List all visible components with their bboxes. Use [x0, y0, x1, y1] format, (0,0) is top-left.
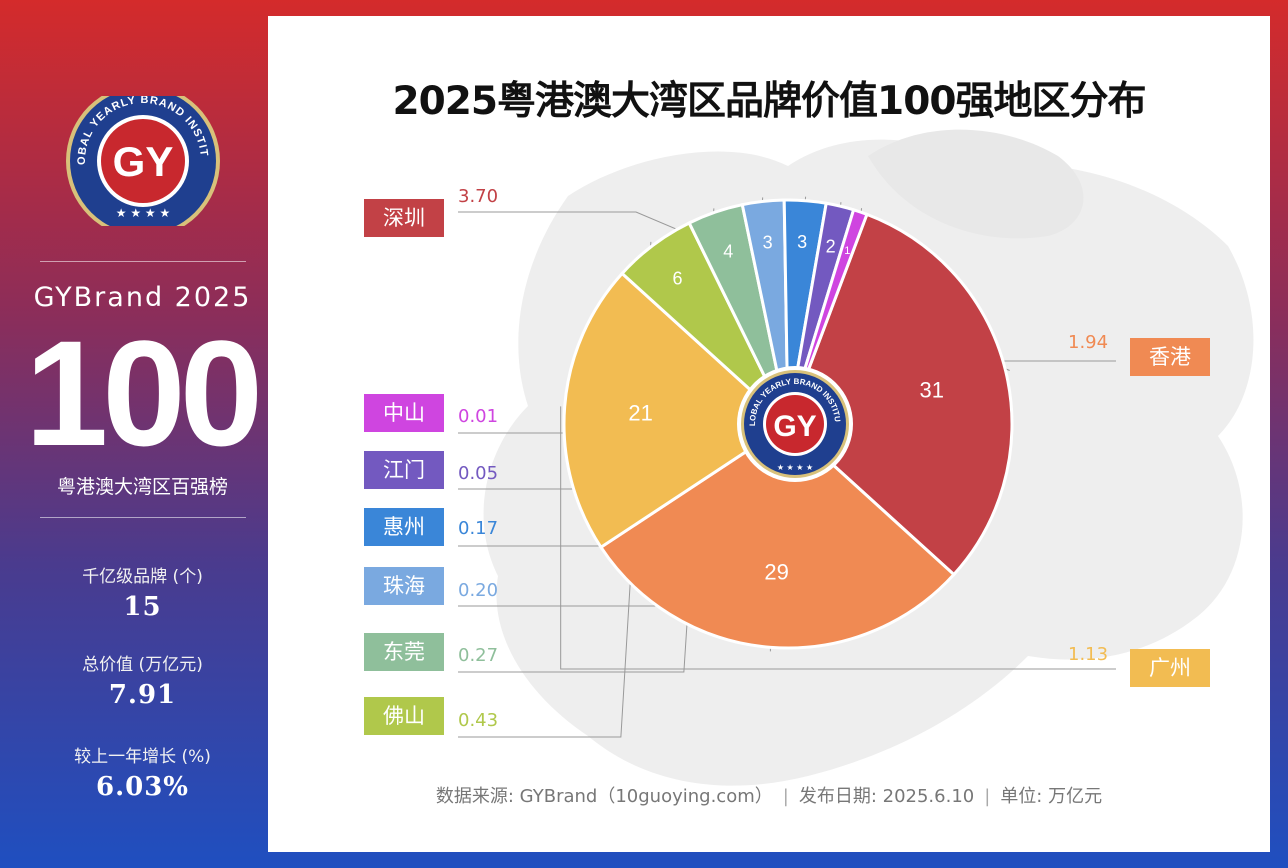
region-value-label: 0.17 — [458, 518, 499, 539]
sidebar-subtitle: 粤港澳大湾区百强榜 — [56, 476, 228, 498]
region-value-label: 1.13 — [1068, 644, 1109, 665]
divider — [40, 517, 246, 518]
region-tag: 深圳 — [364, 199, 444, 237]
logo-mark: GY — [113, 138, 174, 185]
slice-count-label: 31 — [919, 377, 943, 402]
region-value-label: 0.43 — [458, 710, 499, 731]
gy-logo: GY GLOBAL YEARLY BRAND INSTITUTE ★ ★ ★ ★ — [63, 96, 220, 226]
stat-value-brands: 15 — [123, 592, 162, 622]
big-number: 100 — [24, 309, 263, 477]
region-tag: 中山 — [364, 394, 444, 432]
pie-slice-2 — [598, 422, 956, 650]
pie-slice-3 — [562, 271, 791, 550]
slice-count-label: 3 — [763, 232, 773, 252]
slice-count-label: 2 — [826, 236, 836, 256]
region-tag: 江门 — [364, 451, 444, 489]
region-tag: 惠州 — [364, 508, 444, 546]
region-value-label: 0.05 — [458, 463, 499, 484]
footer-source: 数据来源: GYBrand（10guoying.com） — [435, 786, 773, 807]
region-value-label: 3.70 — [458, 186, 499, 207]
region-tag: 香港 — [1130, 338, 1210, 376]
svg-text:★ ★ ★ ★: ★ ★ ★ ★ — [777, 463, 813, 472]
slice-count-label: 29 — [764, 559, 788, 584]
divider — [40, 261, 246, 262]
region-tag: 珠海 — [364, 567, 444, 605]
leader-line — [560, 406, 1116, 670]
brand-line: GYBrand 2025 — [33, 282, 252, 313]
stat-value-total: 7.91 — [108, 680, 177, 710]
footer-date: 发布日期: 2025.6.10 — [798, 786, 975, 807]
slice-count-label: 21 — [628, 401, 652, 426]
region-tag: 佛山 — [364, 697, 444, 735]
logo-stars: ★ ★ ★ ★ — [116, 206, 170, 220]
stat-value-growth: 6.03% — [95, 772, 190, 802]
center-logo-mark: GY — [773, 410, 816, 443]
chart-title: 2025粤港澳大湾区品牌价值100强地区分布 — [392, 79, 1147, 124]
region-tag: 广州 — [1130, 649, 1210, 687]
slice-count-label: 3 — [797, 232, 807, 252]
footer: 数据来源: GYBrand（10guoying.com） | 发布日期: 2025.… — [435, 786, 1103, 807]
slice-count-label: 1 — [844, 245, 850, 257]
region-value-label: 0.27 — [458, 645, 499, 666]
region-value-label: 0.01 — [458, 406, 499, 427]
stat-label-total: 总价值 (万亿元) — [82, 655, 203, 675]
footer-unit: 单位: 万亿元 — [1000, 786, 1103, 807]
slice-count-label: 4 — [723, 241, 733, 261]
stat-label-brands: 千亿级品牌 (个) — [82, 567, 203, 587]
region-tag: 东莞 — [364, 633, 444, 671]
region-value-label: 0.20 — [458, 580, 499, 601]
stat-label-growth: 较上一年增长 (%) — [74, 747, 211, 767]
pie-slice-1 — [786, 212, 1014, 577]
sidebar: GY GLOBAL YEARLY BRAND INSTITUTE ★ ★ ★ ★… — [0, 0, 268, 868]
slice-count-label: 6 — [673, 268, 683, 288]
region-value-label: 1.94 — [1068, 332, 1109, 353]
